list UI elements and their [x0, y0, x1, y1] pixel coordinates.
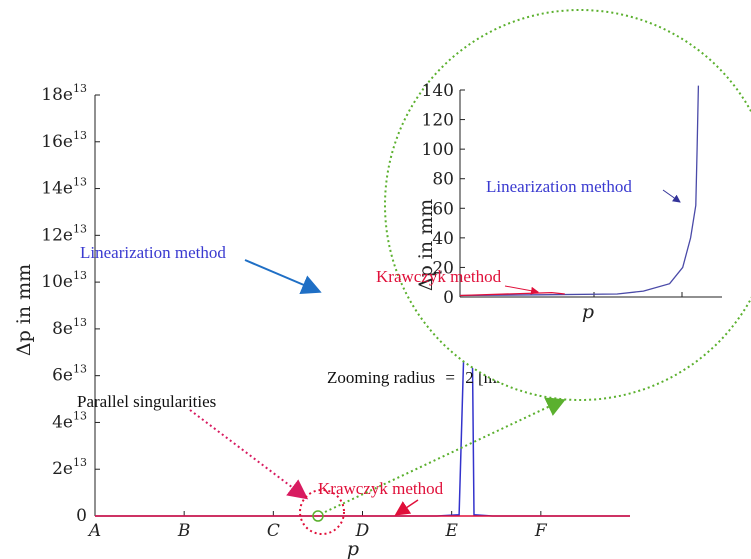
main-x-tick-label: E [444, 521, 458, 541]
main-parallel-arrow [189, 409, 309, 500]
main-y-tick-label: 6e13 [52, 363, 87, 386]
main-y-tick-label: 10e13 [41, 269, 87, 292]
inset-series [459, 85, 700, 297]
main-linearization-label: Linearization method [80, 243, 226, 262]
main-x-tick-label: C [267, 521, 280, 541]
main-x-ticks: A B C D E F [87, 511, 548, 541]
main-y-tick-label: 12e13 [41, 222, 87, 245]
main-linearization-arrow [244, 259, 322, 294]
main-x-tick-label: B [177, 521, 191, 541]
main-krawczyk-arrow [394, 499, 419, 516]
zoom-connector-arrow [324, 397, 567, 513]
inset-y-tick-label: 100 [422, 140, 454, 160]
inset-series-line-1 [459, 291, 565, 297]
main-y-tick-label: 14e13 [41, 176, 87, 199]
inset-x-axis-label: p [582, 301, 594, 323]
main-x-tick-label: A [87, 521, 101, 541]
zoom-center-marker [312, 510, 324, 522]
inset-y-tick-label: 80 [432, 170, 454, 190]
inset-y-tick-label: 0 [443, 288, 454, 308]
main-krawczyk-label: Krawczyk method [318, 479, 444, 498]
inset-linearization-label: Linearization method [486, 177, 632, 196]
inset-axes [459, 90, 722, 298]
main-y-axis-label: Δp in mm [13, 264, 35, 356]
main-y-tick-label: 16e13 [41, 129, 87, 152]
inset-y-axis-label: Δp in mm [415, 199, 437, 291]
inset-krawczyk-arrow [504, 285, 539, 295]
inset-y-tick-label: 120 [422, 111, 454, 131]
main-x-tick-label: D [355, 521, 370, 541]
main-y-tick-label: 2e13 [52, 456, 87, 479]
main-x-axis-label: p [347, 538, 359, 559]
inset-y-tick-label: 20 [432, 258, 454, 278]
inset-linearization-arrow [662, 189, 681, 203]
inset-krawczyk-label: Krawczyk method [376, 267, 502, 286]
main-y-tick-label: 8e13 [52, 316, 87, 339]
zoom-circle-large [384, 9, 751, 401]
main-y-tick-label: 18e13 [41, 82, 87, 105]
main-y-tick-label: 0 [76, 506, 87, 526]
inset-y-tick-label: 60 [432, 199, 454, 219]
inset-y-tick-label: 140 [422, 81, 454, 101]
zoom-inset: 0 20 40 60 80 100 120 140 p Δp in mm Linearizat… [376, 9, 751, 401]
inset-y-tick-label: 40 [432, 229, 454, 249]
main-y-ticks: 0 2e13 4e13 6e13 8e13 10e13 12e13 14e13 16e13 18e… [41, 82, 100, 526]
inset-series-line-0 [459, 85, 700, 297]
main-y-tick-label: 4e13 [52, 409, 87, 432]
main-x-tick-label: F [534, 521, 548, 541]
inset-y-ticks: 0 20 40 60 80 100 120 140 [422, 81, 465, 308]
main-parallel-label: Parallel singularities [77, 392, 216, 411]
